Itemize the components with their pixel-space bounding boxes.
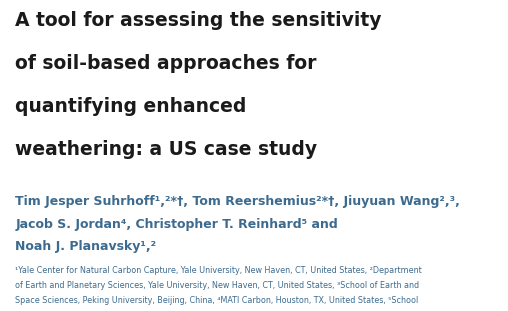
Text: Noah J. Planavsky¹,²: Noah J. Planavsky¹,² <box>15 240 156 253</box>
Text: of Earth and Planetary Sciences, Yale University, New Haven, CT, United States, : of Earth and Planetary Sciences, Yale Un… <box>15 281 420 290</box>
Text: Space Sciences, Peking University, Beijing, China, ⁴MATI Carbon, Houston, TX, Un: Space Sciences, Peking University, Beiji… <box>15 296 419 305</box>
Text: A tool for assessing the sensitivity: A tool for assessing the sensitivity <box>15 11 382 30</box>
Text: Jacob S. Jordan⁴, Christopher T. Reinhard⁵ and: Jacob S. Jordan⁴, Christopher T. Reinhar… <box>15 218 338 231</box>
Text: ¹Yale Center for Natural Carbon Capture, Yale University, New Haven, CT, United : ¹Yale Center for Natural Carbon Capture,… <box>15 266 422 275</box>
Text: Tim Jesper Suhrhoff¹,²*†, Tom Reershemius²*†, Jiuyuan Wang²,³,: Tim Jesper Suhrhoff¹,²*†, Tom Reershemiu… <box>15 195 460 208</box>
Text: quantifying enhanced: quantifying enhanced <box>15 97 246 116</box>
Text: weathering: a US case study: weathering: a US case study <box>15 140 318 159</box>
Text: of soil-based approaches for: of soil-based approaches for <box>15 54 317 73</box>
